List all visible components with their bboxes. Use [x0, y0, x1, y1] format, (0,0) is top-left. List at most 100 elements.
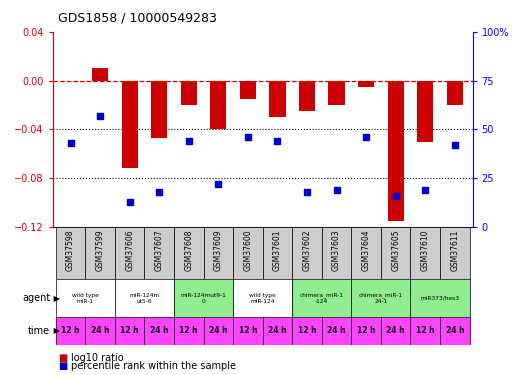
Text: agent: agent: [22, 293, 50, 303]
Text: 12 h: 12 h: [120, 326, 139, 335]
Text: wild type
miR-1: wild type miR-1: [72, 293, 99, 303]
Text: 24 h: 24 h: [386, 326, 405, 335]
Bar: [86, 317, 115, 345]
Bar: [151, 81, 167, 138]
Bar: [322, 317, 351, 345]
Text: miR373/hes3: miR373/hes3: [420, 296, 459, 301]
Bar: [233, 227, 263, 279]
Text: GSM37609: GSM37609: [214, 230, 223, 271]
Text: 12 h: 12 h: [180, 326, 198, 335]
Text: GSM37606: GSM37606: [125, 230, 134, 271]
Bar: [145, 317, 174, 345]
Bar: [381, 317, 410, 345]
Text: 12 h: 12 h: [357, 326, 375, 335]
Bar: [263, 227, 292, 279]
Bar: [56, 279, 115, 317]
Bar: [56, 227, 86, 279]
Text: GSM37598: GSM37598: [66, 230, 75, 271]
Bar: [233, 279, 292, 317]
Text: ■: ■: [58, 353, 68, 363]
Point: [421, 187, 429, 193]
Bar: [174, 227, 204, 279]
Text: chimera_miR-1
24-1: chimera_miR-1 24-1: [359, 292, 403, 304]
Point: [67, 140, 75, 146]
Bar: [292, 317, 322, 345]
Text: GDS1858 / 10000549283: GDS1858 / 10000549283: [58, 11, 217, 24]
Point: [450, 142, 459, 148]
Bar: [263, 317, 292, 345]
Text: 24 h: 24 h: [209, 326, 228, 335]
Text: 24 h: 24 h: [91, 326, 109, 335]
Bar: [121, 81, 138, 168]
Text: 12 h: 12 h: [298, 326, 316, 335]
Text: wild type
miR-124: wild type miR-124: [249, 293, 276, 303]
Bar: [351, 317, 381, 345]
Bar: [115, 227, 145, 279]
Bar: [299, 81, 315, 111]
Bar: [358, 81, 374, 87]
Point: [362, 134, 370, 140]
Point: [391, 193, 400, 199]
Text: 12 h: 12 h: [61, 326, 80, 335]
Point: [273, 138, 281, 144]
Point: [332, 187, 341, 193]
Bar: [322, 227, 351, 279]
Bar: [447, 81, 463, 105]
Point: [185, 138, 193, 144]
Text: GSM37600: GSM37600: [243, 230, 252, 271]
Text: ▶: ▶: [51, 326, 60, 335]
Bar: [381, 227, 410, 279]
Text: GSM37608: GSM37608: [184, 230, 193, 271]
Text: log10 ratio: log10 ratio: [71, 353, 124, 363]
Point: [303, 189, 311, 195]
Point: [214, 181, 223, 187]
Text: GSM37611: GSM37611: [450, 230, 459, 271]
Bar: [174, 279, 233, 317]
Point: [96, 113, 105, 119]
Text: 24 h: 24 h: [268, 326, 287, 335]
Bar: [145, 227, 174, 279]
Text: 12 h: 12 h: [416, 326, 435, 335]
Bar: [417, 81, 433, 142]
Text: time: time: [28, 326, 50, 336]
Bar: [351, 227, 381, 279]
Text: GSM37601: GSM37601: [273, 230, 282, 271]
Bar: [204, 317, 233, 345]
Text: miR-124m
ut5-6: miR-124m ut5-6: [129, 293, 159, 303]
Bar: [92, 68, 108, 81]
Bar: [292, 227, 322, 279]
Bar: [210, 81, 227, 129]
Bar: [328, 81, 345, 105]
Text: GSM37610: GSM37610: [421, 230, 430, 271]
Text: percentile rank within the sample: percentile rank within the sample: [71, 361, 237, 370]
Point: [126, 198, 134, 204]
Text: ▶: ▶: [51, 294, 60, 303]
Bar: [269, 81, 286, 117]
Bar: [240, 81, 256, 99]
Text: 12 h: 12 h: [239, 326, 257, 335]
Text: 24 h: 24 h: [446, 326, 464, 335]
Bar: [86, 227, 115, 279]
Text: GSM37605: GSM37605: [391, 230, 400, 271]
Bar: [174, 317, 204, 345]
Bar: [410, 279, 469, 317]
Text: 24 h: 24 h: [150, 326, 168, 335]
Bar: [351, 279, 410, 317]
Text: miR-124mut9-1
0: miR-124mut9-1 0: [181, 293, 227, 303]
Bar: [440, 317, 469, 345]
Point: [155, 189, 164, 195]
Text: GSM37607: GSM37607: [155, 230, 164, 271]
Bar: [181, 81, 197, 105]
Point: [244, 134, 252, 140]
Bar: [388, 81, 404, 221]
Bar: [410, 317, 440, 345]
Bar: [233, 317, 263, 345]
Bar: [292, 279, 351, 317]
Text: GSM37603: GSM37603: [332, 230, 341, 271]
Text: GSM37599: GSM37599: [96, 230, 105, 271]
Bar: [56, 317, 86, 345]
Text: GSM37602: GSM37602: [303, 230, 312, 271]
Bar: [204, 227, 233, 279]
Bar: [115, 279, 174, 317]
Text: GSM37604: GSM37604: [362, 230, 371, 271]
